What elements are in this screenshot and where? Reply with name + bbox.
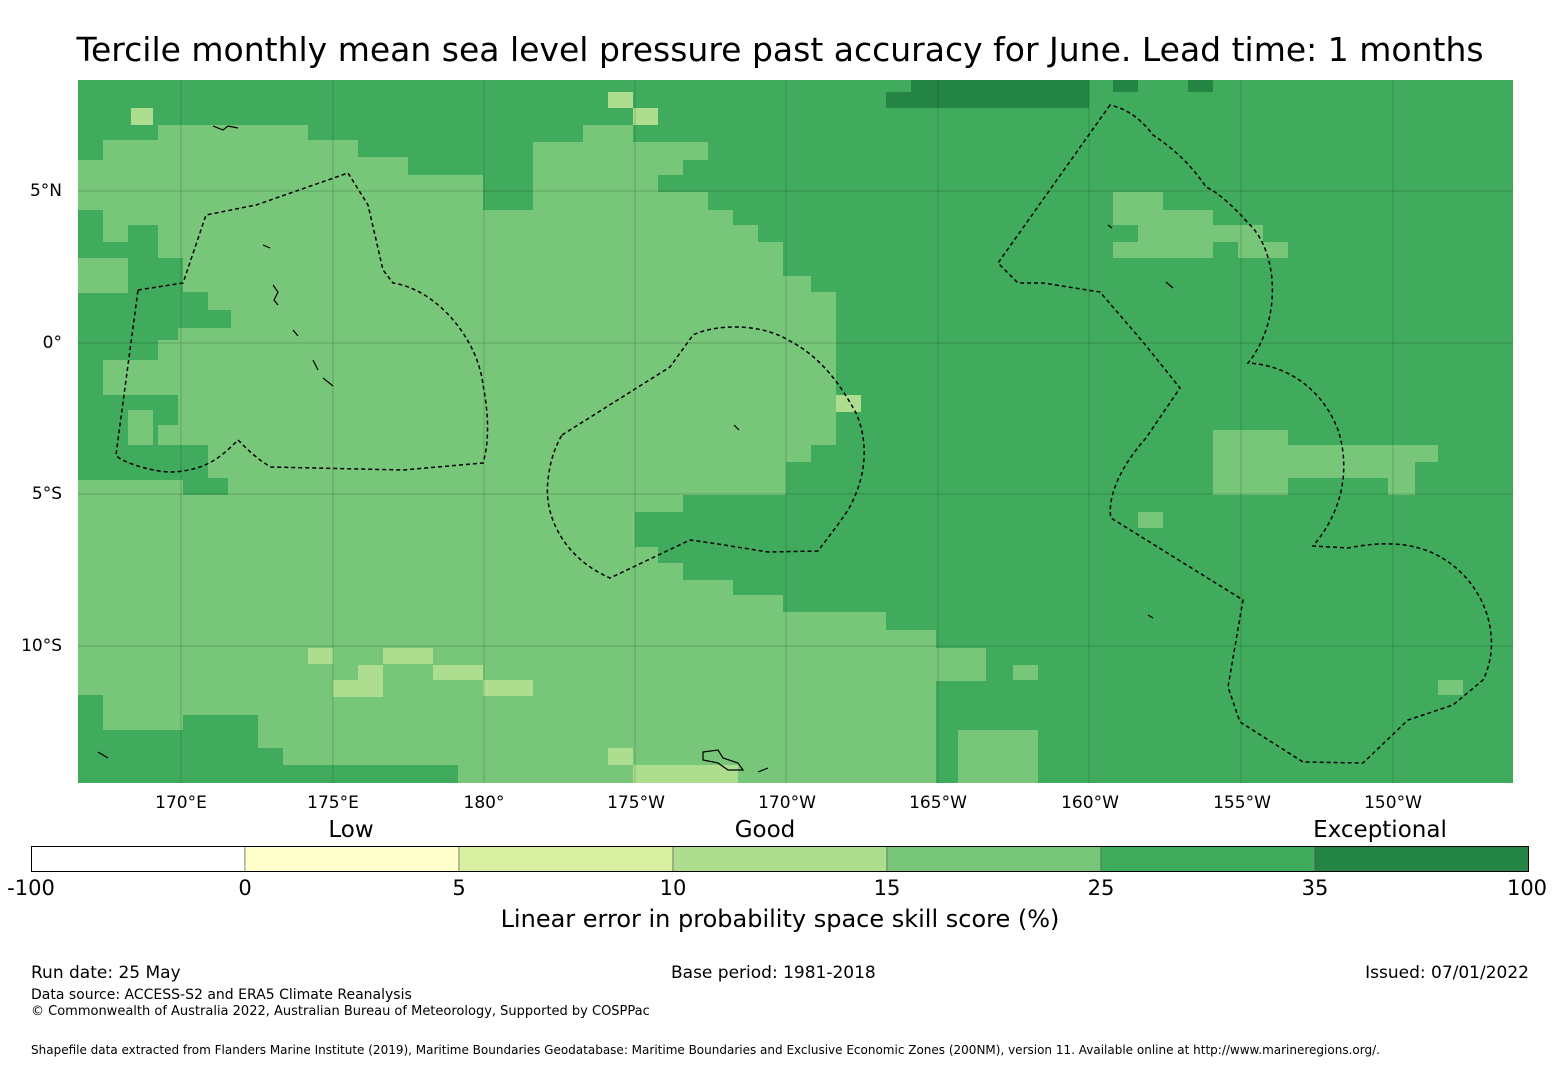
x-tick-150w: 150°W [1364, 793, 1422, 813]
x-tick-170w: 170°W [758, 793, 816, 813]
shapefile-attribution: Shapefile data extracted from Flanders M… [31, 1043, 1380, 1057]
eez-boundary-kiribati-line [997, 104, 1493, 764]
region-35-100 [911, 80, 1089, 108]
colorbar-bin [458, 846, 674, 872]
y-tick-5n: 5°N [29, 181, 62, 201]
category-low: Low [328, 817, 374, 843]
x-tick-170e: 170°E [155, 793, 207, 813]
x-tick-175e: 175°E [307, 793, 359, 813]
run-date: Run date: 25 May [31, 963, 181, 983]
y-tick-10s: 10°S [21, 636, 62, 656]
region-15-25-west [78, 125, 936, 783]
colorbar-tick: 35 [1301, 876, 1329, 900]
region-15-25-east [1113, 192, 1288, 258]
x-tick-155w: 155°W [1213, 793, 1271, 813]
eez-boundary-tokelau [546, 326, 865, 579]
colorbar-tick: 25 [1087, 876, 1115, 900]
colorbar-bin [886, 846, 1102, 872]
gridlines [78, 80, 1513, 783]
data-source: Data source: ACCESS-S2 and ERA5 Climate … [31, 987, 412, 1003]
colorbar-tick: 0 [238, 876, 252, 900]
colorbar-bin [672, 846, 888, 872]
eez-boundary-tuvalu [115, 172, 489, 473]
y-tick-0: 0° [42, 333, 62, 353]
colorbar-bin [1314, 846, 1529, 872]
x-tick-180: 180° [463, 793, 505, 813]
base-period: Base period: 1981-2018 [671, 963, 876, 983]
x-tick-165w: 165°W [909, 793, 967, 813]
category-good: Good [734, 817, 796, 843]
colorbar-tick: 10 [659, 876, 687, 900]
island-outlines [97, 125, 1174, 773]
skill-score-map [78, 80, 1513, 783]
copyright: © Commonwealth of Australia 2022, Austra… [31, 1004, 650, 1019]
samoa-island [702, 749, 745, 771]
chart-title: Tercile monthly mean sea level pressure … [76, 30, 1484, 69]
colorbar-label: Linear error in probability space skill … [500, 905, 1060, 933]
colorbar-bin [1100, 846, 1316, 872]
x-tick-175w: 175°W [607, 793, 665, 813]
region-15-25-east2 [1213, 430, 1438, 495]
colorbar-bin [244, 846, 460, 872]
issued-date: Issued: 07/01/2022 [1365, 963, 1529, 983]
eez-boundaries [115, 104, 1493, 764]
x-tick-160w: 160°W [1061, 793, 1119, 813]
category-exceptional: Exceptional [1313, 817, 1447, 843]
colorbar-bin [31, 846, 246, 872]
colorbar-tick: 5 [452, 876, 466, 900]
colorbar-tick: 100 [1506, 876, 1548, 900]
y-tick-5s: 5°S [31, 484, 62, 504]
colorbar-tick: 15 [873, 876, 901, 900]
colorbar [31, 846, 1529, 872]
colorbar-tick: -100 [7, 876, 55, 900]
